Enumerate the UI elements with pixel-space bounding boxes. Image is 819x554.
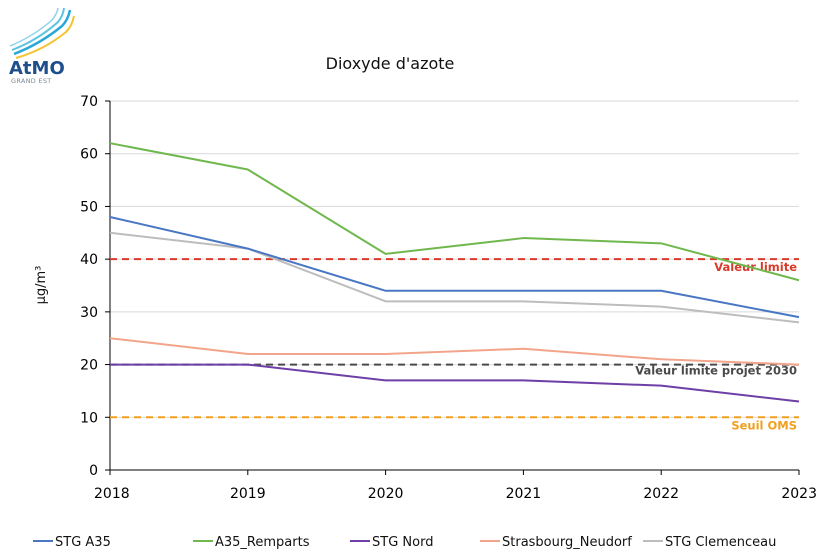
legend-label: STG Nord: [372, 535, 433, 550]
y-tick-label: 20: [80, 358, 98, 374]
atmo-logo: AtMO GRAND EST: [9, 7, 75, 85]
x-tick-label: 2020: [368, 486, 404, 502]
legend-label: A35_Remparts: [215, 535, 310, 550]
x-tick-labels: 2018 2019 2020 2021 2022 2023: [94, 486, 817, 502]
reference-lines: Valeur limite Valeur limite projet 2030 Se…: [110, 258, 799, 432]
y-tick-labels: 0 10 20 30 40 50 60 70: [80, 94, 98, 479]
legend-item: STG Nord: [350, 535, 433, 550]
reference-line-label: Valeur limite: [714, 260, 797, 274]
y-tick-label: 60: [80, 147, 98, 163]
y-tick-label: 50: [80, 199, 98, 215]
x-tick-label: 2018: [94, 486, 130, 502]
series-line: [110, 363, 800, 403]
axes: [105, 100, 800, 475]
chart-title: Dioxyde d'azote: [326, 54, 455, 73]
legend-item: Strasbourg_Neudorf: [480, 535, 632, 550]
logo-swoosh-icon: [9, 7, 75, 59]
x-tick-label: 2023: [781, 486, 817, 502]
logo-subtitle: GRAND EST: [11, 77, 52, 85]
legend: STG A35 A35_Remparts STG Nord Strasbourg_Ne…: [33, 535, 776, 550]
series-lines: [109, 142, 800, 403]
y-axis-label: µg/m³: [34, 266, 49, 305]
y-tick-label: 30: [80, 305, 98, 321]
series-line: [109, 215, 800, 319]
legend-label: Strasbourg_Neudorf: [502, 535, 632, 550]
logo-brand: AtMO: [9, 58, 65, 79]
x-tick-label: 2019: [230, 486, 266, 502]
series-line: [109, 142, 800, 282]
y-tick-label: 0: [89, 463, 98, 479]
reference-line-label: Valeur limite projet 2030: [635, 364, 797, 378]
y-tick-label: 10: [80, 410, 98, 426]
reference-line-label: Seuil OMS: [731, 418, 797, 432]
legend-item: STG Clemenceau: [643, 535, 776, 550]
legend-label: STG Clemenceau: [665, 535, 776, 550]
series-line: [109, 337, 800, 366]
legend-item: A35_Remparts: [193, 535, 310, 550]
y-tick-label: 40: [80, 252, 98, 268]
x-tick-label: 2021: [506, 486, 542, 502]
x-tick-label: 2022: [643, 486, 679, 502]
legend-item: STG A35: [33, 535, 111, 550]
y-tick-label: 70: [80, 94, 98, 110]
legend-label: STG A35: [55, 535, 111, 550]
series-line: [109, 231, 800, 324]
